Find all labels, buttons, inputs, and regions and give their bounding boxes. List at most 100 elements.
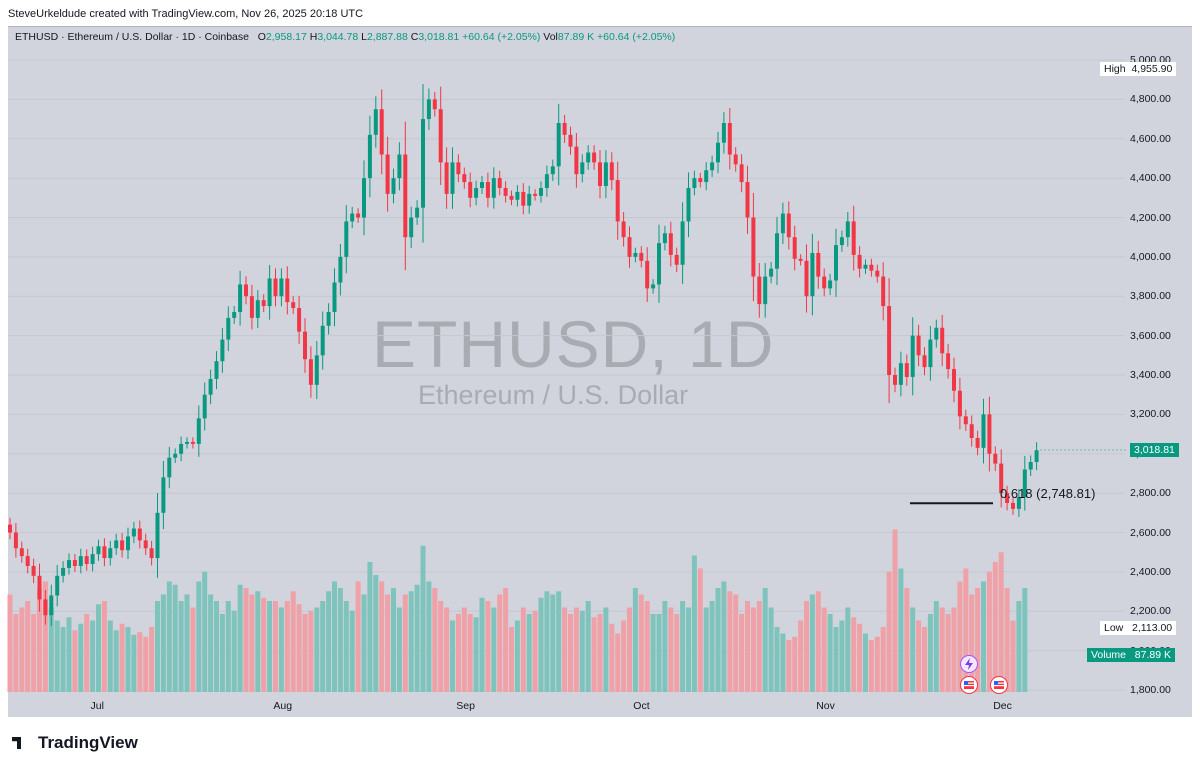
- candle: [621, 221, 626, 238]
- candle: [373, 109, 378, 135]
- candle: [804, 260, 809, 297]
- candle: [214, 361, 219, 379]
- candle: [403, 154, 408, 238]
- volume-bar: [243, 588, 249, 692]
- high-value: 3,044.78: [317, 31, 359, 43]
- volume-bar: [597, 614, 603, 692]
- candle: [668, 233, 673, 255]
- volume-bar: [278, 607, 284, 692]
- y-tick-label: 4,600.00: [1130, 132, 1171, 145]
- volume-bar: [13, 614, 19, 692]
- volume-bar: [998, 552, 1004, 692]
- volume-bar: [467, 614, 473, 692]
- volume-bar: [975, 588, 981, 692]
- candle: [25, 556, 30, 566]
- candle: [922, 355, 927, 368]
- volume-bar: [573, 607, 579, 692]
- volume-bar: [225, 601, 231, 692]
- candle: [1011, 502, 1015, 509]
- candle: [326, 312, 331, 326]
- candle: [975, 438, 980, 448]
- us-flag-event-icon-future[interactable]: [990, 676, 1008, 694]
- candle: [308, 359, 313, 385]
- volume-bar: [267, 601, 273, 692]
- candle: [344, 221, 349, 257]
- candle: [716, 142, 720, 163]
- volume-bar: [703, 607, 709, 692]
- volume-bar: [308, 610, 314, 692]
- volume-bar: [916, 620, 922, 692]
- volume-bar: [196, 581, 202, 692]
- y-tick-label: 2,600.00: [1130, 526, 1171, 539]
- candle: [999, 463, 1004, 494]
- candle: [568, 134, 573, 147]
- candle: [792, 237, 797, 259]
- volume-bar: [420, 545, 426, 692]
- volume-bar: [538, 597, 544, 692]
- candle: [185, 441, 189, 444]
- candle: [810, 252, 815, 297]
- low-label: L: [361, 31, 367, 43]
- us-flag-event-icon[interactable]: [960, 676, 978, 694]
- fib-level-label: 0.618 (2,748.81): [1000, 486, 1096, 501]
- volume-bar: [414, 584, 420, 692]
- volume-tag: Volume 87.89 K: [1087, 648, 1175, 662]
- volume-bar: [762, 588, 768, 692]
- y-tick-label: 4,200.00: [1130, 211, 1171, 224]
- candle: [72, 560, 77, 566]
- volume-bar: [721, 581, 727, 692]
- x-tick-label: Jul: [90, 700, 104, 712]
- candle: [639, 252, 644, 261]
- volume-bar: [556, 591, 562, 692]
- volume-bar: [904, 588, 910, 692]
- candle: [887, 306, 892, 375]
- high-tag: High 4,955.90: [1100, 62, 1177, 76]
- volume-bar: [603, 607, 609, 692]
- x-tick-label: Oct: [633, 700, 650, 712]
- volume-bar: [709, 601, 715, 692]
- volume-bar: [391, 588, 396, 692]
- candle: [834, 245, 838, 281]
- volume-bar: [385, 594, 391, 692]
- volume-tag-label: Volume: [1091, 649, 1127, 661]
- symbol-description: ETHUSD · Ethereum / U.S. Dollar · 1D · C…: [15, 31, 249, 43]
- candle: [845, 221, 850, 238]
- candle: [84, 556, 89, 564]
- volume-bar: [756, 601, 762, 692]
- volume-bar: [532, 610, 538, 692]
- volume-bar: [851, 617, 857, 692]
- volume-bar: [544, 591, 550, 692]
- candle: [96, 546, 101, 555]
- volume-bar: [922, 627, 927, 692]
- volume-bar: [910, 607, 916, 692]
- volume-bar: [880, 627, 886, 692]
- candle: [226, 317, 231, 340]
- watermark-title: ETHUSD, 1D: [372, 307, 775, 381]
- volume-bar: [503, 588, 509, 692]
- lightning-event-icon[interactable]: [960, 655, 978, 673]
- candle: [485, 182, 490, 198]
- volume-bar: [155, 601, 160, 692]
- candle: [338, 256, 343, 283]
- candle: [592, 152, 597, 163]
- candle: [173, 453, 178, 458]
- volume-bar: [1022, 588, 1028, 692]
- volume-bar: [939, 607, 945, 692]
- volume-bar: [66, 617, 72, 692]
- candle: [362, 178, 366, 218]
- volume-bar: [119, 623, 125, 692]
- candle: [474, 187, 479, 198]
- volume-bar: [526, 614, 532, 692]
- volume-bar: [237, 584, 243, 692]
- volume-bar: [444, 607, 450, 692]
- candle: [775, 233, 779, 269]
- candle: [957, 390, 962, 417]
- candle: [763, 276, 768, 305]
- candle: [769, 268, 774, 277]
- volume-bar: [178, 601, 184, 692]
- candle: [1028, 462, 1033, 470]
- candle: [450, 162, 455, 194]
- volume-bar: [509, 627, 514, 692]
- candle: [963, 416, 968, 425]
